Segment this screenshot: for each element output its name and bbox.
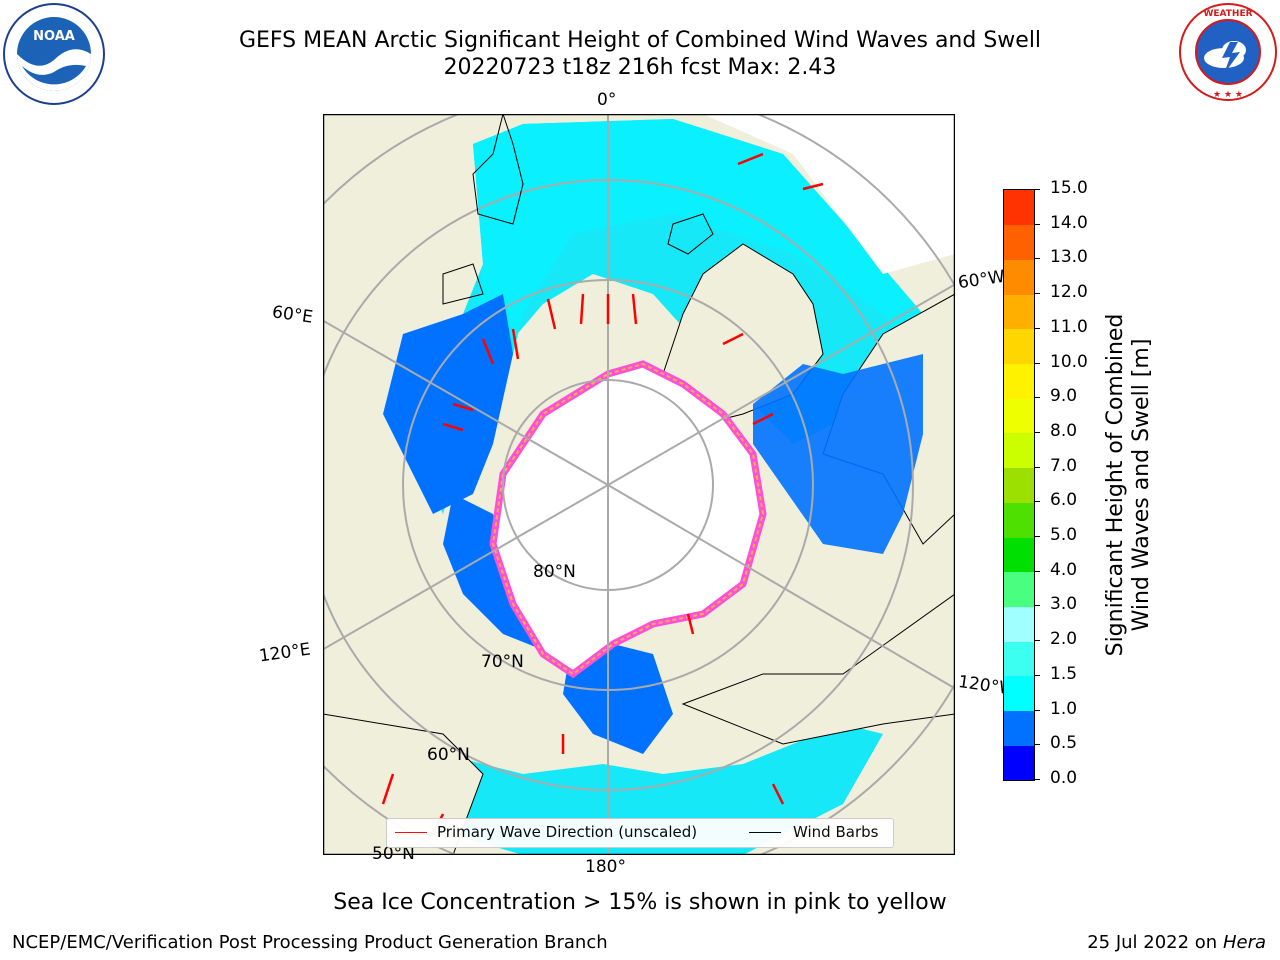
svg-text:WEATHER: WEATHER — [1203, 9, 1252, 19]
colorbar-segment — [1004, 502, 1034, 538]
colorbar-tick-label: 4.0 — [1050, 559, 1078, 580]
colorbar-tick-mark — [1034, 605, 1040, 607]
colorbar-tick-label: 5.0 — [1050, 525, 1078, 546]
colorbar-tick-mark — [1034, 258, 1040, 260]
colorbar-tick-mark — [1034, 466, 1040, 468]
colorbar-tick-label: 6.0 — [1050, 490, 1078, 511]
colorbar-segment — [1004, 641, 1034, 677]
colorbar — [1003, 189, 1035, 781]
colorbar-tick-mark — [1034, 536, 1040, 538]
wind-barb-swatch — [749, 832, 781, 833]
colorbar-tick-label: 12.0 — [1050, 282, 1088, 303]
colorbar-tick-label: 1.0 — [1050, 698, 1078, 719]
colorbar-tick-label: 0.0 — [1050, 768, 1078, 788]
colorbar-segment — [1004, 675, 1034, 712]
colorbar-tick-mark — [1034, 640, 1040, 642]
colorbar-tick-label: 10.0 — [1050, 351, 1088, 372]
colorbar-segment — [1004, 259, 1034, 295]
colorbar-segment — [1004, 190, 1034, 226]
colorbar-tick-label: 2.0 — [1050, 629, 1078, 650]
colorbar-segment — [1004, 467, 1034, 503]
colorbar-segment — [1004, 224, 1034, 260]
colorbar-segment — [1004, 432, 1034, 469]
colorbar-tick-mark — [1034, 397, 1040, 399]
colorbar-segment — [1004, 328, 1034, 365]
colorbar-tick-mark — [1034, 223, 1040, 225]
lon-label-0: 0° — [597, 90, 617, 110]
colorbar-tick-mark — [1034, 189, 1040, 190]
lon-label-60w: 60°W — [956, 266, 1007, 294]
footer-host: Hera — [1222, 932, 1266, 953]
colorbar-tick-mark — [1034, 327, 1040, 329]
arctic-map — [323, 114, 955, 855]
colorbar-tick-label: 9.0 — [1050, 386, 1078, 407]
lat-label-60: 60°N — [427, 745, 470, 765]
colorbar-segment — [1004, 363, 1034, 399]
colorbar-segment — [1004, 294, 1034, 330]
colorbar-tick-label: 1.5 — [1050, 663, 1078, 684]
colorbar-segment — [1004, 710, 1034, 746]
legend-primary-wave: Primary Wave Direction (unscaled) — [437, 823, 698, 841]
colorbar-label-line2: Wind Waves and Swell [m] — [1129, 338, 1154, 632]
map-title: GEFS MEAN Arctic Significant Height of C… — [238, 28, 1042, 53]
colorbar-tick-mark — [1034, 362, 1040, 364]
colorbar-tick-label: 11.0 — [1050, 316, 1088, 337]
colorbar-segment — [1004, 606, 1034, 642]
colorbar-tick-label: 15.0 — [1050, 178, 1088, 198]
lat-label-70: 70°N — [481, 652, 524, 672]
colorbar-tick-label: 8.0 — [1050, 420, 1078, 441]
map-frame — [323, 114, 955, 855]
colorbar-tick-mark — [1034, 431, 1040, 433]
wave-direction-swatch — [395, 832, 427, 833]
lat-label-80: 80°N — [533, 562, 576, 582]
colorbar-segment — [1004, 398, 1034, 434]
lon-label-120e: 120°E — [257, 639, 312, 667]
colorbar-tick-mark — [1034, 570, 1040, 572]
lat-label-50: 50°N — [372, 844, 415, 864]
colorbar-tick-label: 14.0 — [1050, 212, 1088, 233]
footer-branch: NCEP/EMC/Verification Post Processing Pr… — [12, 932, 608, 953]
map-subtitle: 20220723 t18z 216h fcst Max: 2.43 — [443, 55, 837, 80]
map-legend: Primary Wave Direction (unscaled) Wind B… — [386, 818, 894, 848]
colorbar-tick-label: 0.5 — [1050, 733, 1078, 754]
sea-ice-caption: Sea Ice Concentration > 15% is shown in … — [333, 890, 947, 915]
colorbar-tick-mark — [1034, 709, 1040, 711]
colorbar-ticks: 0.0 0.5 1.0 1.5 2.0 3.0 4.0 5.0 6.0 7.0 8.0 9.0 10.0… — [1034, 178, 1100, 790]
lon-label-180: 180° — [585, 857, 626, 877]
colorbar-segment — [1004, 537, 1034, 573]
colorbar-tick-label: 7.0 — [1050, 455, 1078, 476]
colorbar-segment — [1004, 745, 1034, 781]
footer-date-text: 25 Jul 2022 on — [1087, 932, 1223, 953]
svg-text:★ ★ ★: ★ ★ ★ — [1213, 90, 1243, 100]
lon-label-60e: 60°E — [270, 302, 315, 328]
colorbar-tick-label: 13.0 — [1050, 247, 1088, 268]
colorbar-tick-mark — [1034, 744, 1040, 746]
colorbar-tick-label: 3.0 — [1050, 594, 1078, 615]
footer-date: 25 Jul 2022 on Hera — [1087, 932, 1266, 953]
colorbar-tick-mark — [1034, 501, 1040, 503]
colorbar-tick-mark — [1034, 674, 1040, 676]
colorbar-tick-mark — [1034, 293, 1040, 295]
colorbar-segment — [1004, 571, 1034, 607]
nws-logo: WEATHER ★ ★ ★ — [1179, 3, 1277, 101]
colorbar-tick-mark — [1034, 779, 1040, 780]
colorbar-label-line1: Significant Height of Combined — [1103, 313, 1128, 657]
svg-text:NOAA: NOAA — [33, 29, 75, 44]
noaa-logo: NOAA — [3, 3, 105, 105]
legend-wind-barbs: Wind Barbs — [793, 823, 879, 841]
